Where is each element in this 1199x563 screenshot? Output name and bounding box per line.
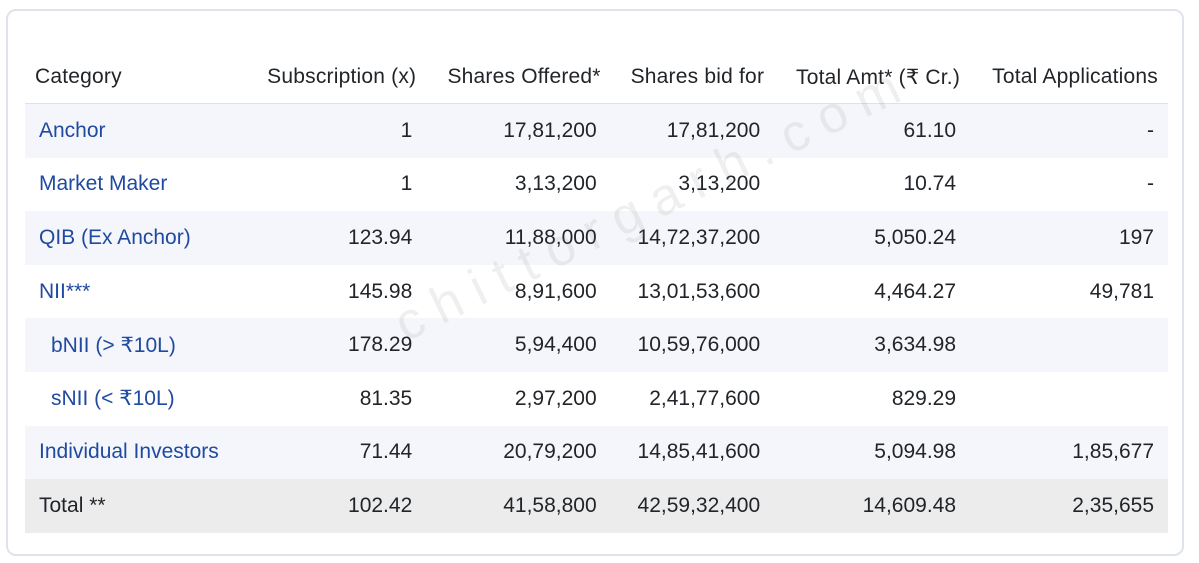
shares-bid-cell: 13,01,53,600	[637, 279, 761, 303]
total-applications-cell: 197	[970, 211, 1168, 265]
total-amount-cell: 829.29	[891, 386, 957, 410]
total-amount-cell: 4,464.27	[874, 279, 957, 303]
header-shares-offered: Shares Offered*	[426, 51, 611, 104]
header-shares-bid: Shares bid for	[610, 51, 775, 104]
category-link-bnii[interactable]: bNII (> ₹10L)	[25, 318, 247, 372]
shares-bid-cell: 14,72,37,200	[610, 211, 775, 265]
table-header-row: Category Subscription (x) Shares Offered…	[25, 51, 1168, 104]
shares-bid-cell: 14,85,41,600	[610, 425, 775, 480]
header-total-amount: Total Amt* (₹ Cr.)	[774, 51, 971, 104]
shares-offered-cell: 8,91,600	[514, 279, 597, 303]
category-link-nii[interactable]: NII***	[39, 279, 91, 303]
total-amount-cell: 5,050.24	[774, 211, 971, 265]
shares-offered-cell: 41,58,800	[426, 479, 611, 533]
header-category: Category	[25, 51, 247, 104]
shares-offered-cell: 17,81,200	[426, 103, 611, 158]
table-row: Market Maker 1 3,13,200 3,13,200 10.74 -	[25, 158, 1168, 212]
header-subscription: Subscription (x)	[246, 51, 427, 104]
subscription-cell: 1	[246, 103, 427, 158]
subscription-cell: 145.98	[348, 279, 413, 303]
total-amount-cell: 5,094.98	[774, 425, 971, 480]
shares-offered-cell: 5,94,400	[426, 318, 611, 372]
category-link-individual-investors[interactable]: Individual Investors	[25, 425, 247, 480]
total-amount-cell: 61.10	[774, 103, 971, 158]
total-applications-cell: 2,35,655	[970, 479, 1168, 533]
total-applications-cell: 49,781	[1089, 279, 1154, 303]
total-applications-cell: 1,85,677	[970, 425, 1168, 480]
category-link-market-maker[interactable]: Market Maker	[39, 172, 168, 196]
shares-offered-cell: 3,13,200	[514, 172, 597, 196]
subscription-cell: 81.35	[359, 386, 413, 410]
shares-bid-cell: 2,41,77,600	[649, 386, 761, 410]
table-row: bNII (> ₹10L) 178.29 5,94,400 10,59,76,0…	[25, 318, 1168, 372]
shares-bid-cell: 10,59,76,000	[610, 318, 775, 372]
subscription-table: Category Subscription (x) Shares Offered…	[25, 51, 1168, 533]
table-row: sNII (< ₹10L) 81.35 2,97,200 2,41,77,600…	[25, 372, 1168, 426]
subscription-cell: 178.29	[246, 318, 427, 372]
shares-bid-cell: 17,81,200	[610, 103, 775, 158]
category-link-qib[interactable]: QIB (Ex Anchor)	[25, 211, 247, 265]
total-applications-cell: -	[970, 103, 1168, 158]
category-total: Total **	[25, 479, 247, 533]
subscription-cell: 102.42	[246, 479, 427, 533]
shares-offered-cell: 2,97,200	[514, 386, 597, 410]
subscription-card: Category Subscription (x) Shares Offered…	[6, 9, 1184, 556]
total-applications-cell: -	[1147, 172, 1154, 196]
total-applications-cell	[970, 318, 1168, 372]
category-link-snii[interactable]: sNII (< ₹10L)	[51, 387, 175, 411]
table-row: QIB (Ex Anchor) 123.94 11,88,000 14,72,3…	[25, 211, 1168, 265]
total-row: Total ** 102.42 41,58,800 42,59,32,400 1…	[25, 479, 1168, 533]
table-row: NII*** 145.98 8,91,600 13,01,53,600 4,46…	[25, 265, 1168, 319]
table-row: Anchor 1 17,81,200 17,81,200 61.10 -	[25, 103, 1168, 158]
table-row: Individual Investors 71.44 20,79,200 14,…	[25, 425, 1168, 480]
shares-offered-cell: 11,88,000	[426, 211, 611, 265]
shares-bid-cell: 3,13,200	[678, 172, 761, 196]
subscription-cell: 1	[400, 172, 413, 196]
total-amount-cell: 10.74	[903, 172, 957, 196]
total-amount-cell: 14,609.48	[774, 479, 971, 533]
total-amount-cell: 3,634.98	[774, 318, 971, 372]
subscription-cell: 123.94	[246, 211, 427, 265]
total-applications-cell	[970, 372, 1168, 426]
shares-offered-cell: 20,79,200	[426, 425, 611, 480]
shares-bid-cell: 42,59,32,400	[610, 479, 775, 533]
subscription-cell: 71.44	[246, 425, 427, 480]
header-total-applications: Total Applications	[970, 51, 1168, 104]
category-link-anchor[interactable]: Anchor	[25, 103, 247, 158]
